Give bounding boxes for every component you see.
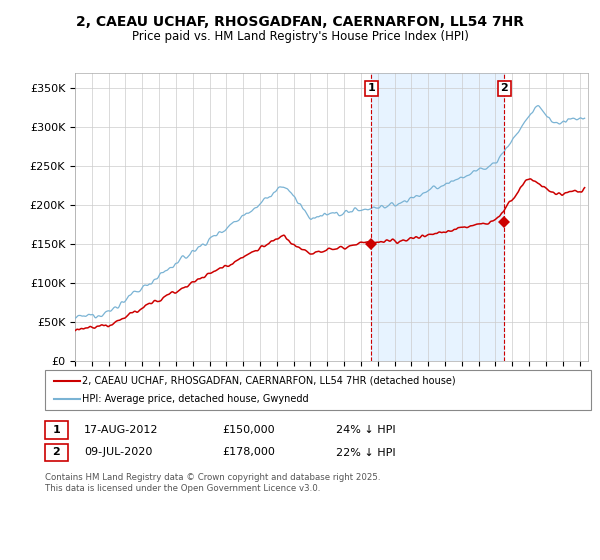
Text: Price paid vs. HM Land Registry's House Price Index (HPI): Price paid vs. HM Land Registry's House … <box>131 30 469 43</box>
Text: 1: 1 <box>367 83 375 94</box>
Text: Contains HM Land Registry data © Crown copyright and database right 2025.
This d: Contains HM Land Registry data © Crown c… <box>45 473 380 493</box>
Text: 17-AUG-2012: 17-AUG-2012 <box>84 425 158 435</box>
Bar <box>371 73 504 361</box>
Text: 2: 2 <box>53 447 60 458</box>
Text: £150,000: £150,000 <box>222 425 275 435</box>
Text: 22% ↓ HPI: 22% ↓ HPI <box>336 447 395 458</box>
Text: 09-JUL-2020: 09-JUL-2020 <box>84 447 152 458</box>
Text: 1: 1 <box>53 425 60 435</box>
Text: 2: 2 <box>500 83 508 94</box>
Text: HPI: Average price, detached house, Gwynedd: HPI: Average price, detached house, Gwyn… <box>82 394 309 404</box>
Text: 24% ↓ HPI: 24% ↓ HPI <box>336 425 395 435</box>
Text: 2, CAEAU UCHAF, RHOSGADFAN, CAERNARFON, LL54 7HR: 2, CAEAU UCHAF, RHOSGADFAN, CAERNARFON, … <box>76 15 524 29</box>
Text: 2, CAEAU UCHAF, RHOSGADFAN, CAERNARFON, LL54 7HR (detached house): 2, CAEAU UCHAF, RHOSGADFAN, CAERNARFON, … <box>82 376 456 386</box>
Text: £178,000: £178,000 <box>222 447 275 458</box>
